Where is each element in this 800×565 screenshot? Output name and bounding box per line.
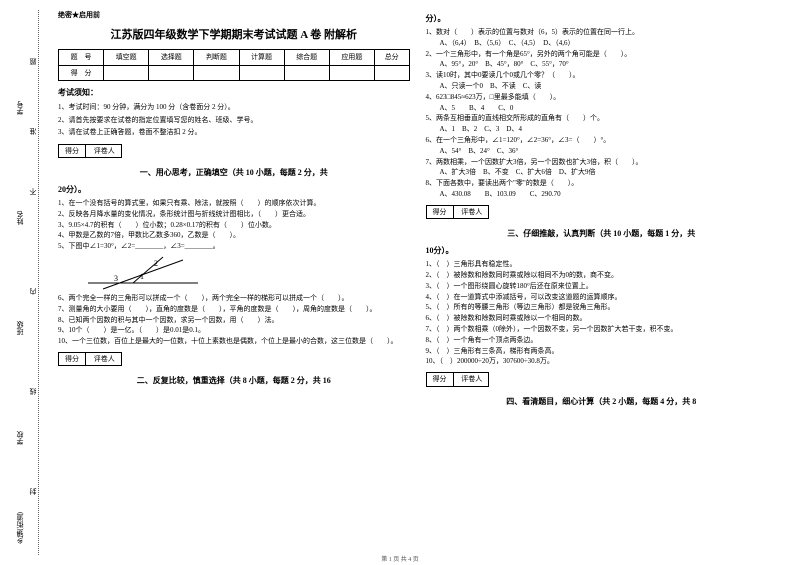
q: 8、（ ）一个角有一个顶点两条边。 (426, 336, 778, 346)
score-box: 得分 评卷人 (58, 352, 122, 367)
q: 7、两数相乘，一个因数扩大3倍，另一个因数也扩大3倍，积（ ）。 (426, 158, 778, 168)
notice-item: 1、考试时间：90 分钟，满分为 100 分（含卷面分 2 分）。 (58, 102, 410, 113)
left-column: 绝密★启用前 江苏版四年级数学下学期期末考试试题 A 卷 附解析 题 号 填空题… (50, 10, 418, 560)
score-table: 题 号 填空题 选择题 判断题 计算题 综合题 应用题 总分 得 分 (58, 49, 410, 81)
q: 3、9.05×4.7的积有（ ）位小数；0.28×0.17的积有（ ）位小数。 (58, 221, 410, 231)
q: 10、一个三位数，百位上是最大的一位数，十位上素数也是偶数，个位上是最小的合数，… (58, 337, 410, 347)
table-row: 得 分 (59, 65, 410, 81)
gutter-school: 学校 (15, 431, 25, 445)
right-column: 分）。 1、数对（ ）表示的位置与数对（6，5）表示的位置在同一行上。 A、（6… (418, 10, 786, 560)
q: 3、（ ）一个图形绕圆心旋转180°后还在原来位置上。 (426, 282, 778, 292)
q: 2、一个三角形中，有一个角是65°，另外的两个角可能是（ ）。 (426, 50, 778, 60)
q: 9、10个（ ）是一亿。（ ）是0.01是0.1。 (58, 326, 410, 336)
scorebox-score: 得分 (59, 353, 86, 366)
gutter-div-3: 不 (28, 188, 38, 195)
paper-title: 江苏版四年级数学下学期期末考试试题 A 卷 附解析 (58, 27, 410, 44)
scorebox-grader: 评卷人 (455, 206, 488, 219)
th: 计算题 (239, 50, 284, 66)
th: 应用题 (329, 50, 374, 66)
table-row: 题 号 填空题 选择题 判断题 计算题 综合题 应用题 总分 (59, 50, 410, 66)
th: 综合题 (284, 50, 329, 66)
q: 4、甲数是乙数的7倍，甲数比乙数多360，乙数是（ ）。 (58, 231, 410, 241)
confidential-label: 绝密★启用前 (58, 10, 410, 21)
binding-gutter: 乡镇(街道) 学校 班级 姓名 学号 封 线 内 不 准 题 (10, 0, 45, 565)
gutter-div-0: 封 (28, 488, 38, 495)
opts: A、54° B、24° C、36° (426, 147, 778, 157)
gutter-div-5: 题 (28, 58, 38, 65)
page-footer: 第 1 页 共 4 页 (0, 554, 800, 563)
opts: A、扩大3倍 B、不变 C、扩大6倍 D、扩大9倍 (426, 168, 778, 178)
gutter-class: 班级 (15, 321, 25, 335)
gutter-township: 乡镇(街道) (15, 512, 25, 545)
part4-title: 四、看清题目，细心计算（共 2 小题，每题 4 分，共 8 (426, 396, 778, 408)
th: 选择题 (149, 50, 194, 66)
gutter-div-1: 线 (28, 388, 38, 395)
opts: A、只读一个0 B、不读 C、读 (426, 82, 778, 92)
q: 3、读10时，其中0要读几个0或几个零？（ ）。 (426, 71, 778, 81)
scorebox-score: 得分 (59, 145, 86, 158)
score-box: 得分 评卷人 (426, 372, 490, 387)
score-box: 得分 评卷人 (58, 144, 122, 159)
th: 总分 (374, 50, 409, 66)
gutter-id: 学号 (15, 101, 25, 115)
q: 2、（ ）被除数和除数同时乘或除以相同不为0的数，商不变。 (426, 271, 778, 281)
opts: A、430.08 B、103.09 C、290.70 (426, 190, 778, 200)
opts: A、5 B、4 C、0 (426, 104, 778, 114)
q: 8、已知两个因数的积与其中一个因数，求另一个因数，用（ ）法。 (58, 316, 410, 326)
q: 6、两个完全一样的三角形可以拼成一个（ ），两个完全一样的梯形可以拼成一个（ ）… (58, 294, 410, 304)
part2-title: 二、反复比较，慎重选择（共 8 小题，每题 2 分，共 16 (58, 375, 410, 387)
q: 10、（ ）200000÷20万，307600÷30.8万。 (426, 357, 778, 367)
q: 9、（ ）三角形有三条高，梯形有两条高。 (426, 347, 778, 357)
q: 6、在一个三角形中，∠1=120°，∠2=36°，∠3=（ ）°。 (426, 136, 778, 146)
gutter-dotted-line (38, 10, 39, 555)
notice-item: 3、请在试卷上正确答题，卷面不整洁扣 2 分。 (58, 127, 410, 138)
part1-title: 一、用心思考，正确填空（共 10 小题，每题 2 分，共 (58, 167, 410, 179)
gutter-div-2: 内 (28, 288, 38, 295)
score-box: 得分 评卷人 (426, 205, 490, 220)
q: 5、下图中∠1=30°，∠2=________，∠3=________。 (58, 242, 410, 252)
angle-2: 2 (154, 258, 158, 270)
gutter-name: 姓名 (15, 211, 25, 225)
th: 题 号 (59, 50, 104, 66)
part3-sub: 10分）。 (426, 245, 778, 257)
th: 判断题 (194, 50, 239, 66)
opts: A、1 B、2 C、3 D、4 (426, 125, 778, 135)
q: 8、下面各数中，要读出两个"零"的数是（ ）。 (426, 179, 778, 189)
scorebox-score: 得分 (427, 206, 454, 219)
q: 6、（ ）被除数和除数同时乘或除以一个相同的数。 (426, 314, 778, 324)
q: 2、反映各月降水量的变化情况，条形统计图与折线统计图相比，（ ）更合适。 (58, 210, 410, 220)
scorebox-grader: 评卷人 (455, 373, 488, 386)
angle-1: 1 (140, 271, 144, 283)
th: 填空题 (104, 50, 149, 66)
q: 1、（ ）三角形具有稳定性。 (426, 260, 778, 270)
q: 5、两条互相垂直的直线相交所形成的直角有（ ）个。 (426, 114, 778, 124)
row-label: 得 分 (59, 65, 104, 81)
part1-sub: 20分）。 (58, 184, 410, 196)
part2-sub: 分）。 (426, 13, 778, 25)
notice-item: 2、请首先按要求在试卷的指定位置填写您的姓名、班级、学号。 (58, 115, 410, 126)
q: 1、在一个没有括号的算式里，如果只有乘、除法，就按照（ ）的顺序依次计算。 (58, 199, 410, 209)
scorebox-grader: 评卷人 (88, 145, 121, 158)
opts: A、（6,4） B、（5,6） C、（4,5） D、（4,6） (426, 39, 778, 49)
q: 4、623□845≈623万，□里最多能填（ ）。 (426, 93, 778, 103)
q: 7、测量角的大小要用（ ），直角的度数是（ ），平角的度数是（ ），周角的度数是… (58, 305, 410, 315)
notice-heading: 考试须知： (58, 87, 410, 99)
angle-diagram: 3 1 2 (88, 255, 198, 291)
q: 1、数对（ ）表示的位置与数对（6，5）表示的位置在同一行上。 (426, 28, 778, 38)
scorebox-grader: 评卷人 (88, 353, 121, 366)
gutter-div-4: 准 (28, 128, 38, 135)
q: 7、（ ）两个数相乘（0除外），一个因数不变，另一个因数扩大若干变，积不变。 (426, 325, 778, 335)
q: 5、（ ）所有的等腰三角形（等边三角形）都是锐角三角形。 (426, 303, 778, 313)
scorebox-score: 得分 (427, 373, 454, 386)
part3-title: 三、仔细推敲，认真判断（共 10 小题，每题 1 分，共 (426, 228, 778, 240)
angle-3: 3 (114, 273, 118, 285)
opts: A、95°，20° B、45°，80° C、55°，70° (426, 60, 778, 70)
q: 4、（ ）在一道算式中添减括号，可以改变这道题的运算顺序。 (426, 293, 778, 303)
